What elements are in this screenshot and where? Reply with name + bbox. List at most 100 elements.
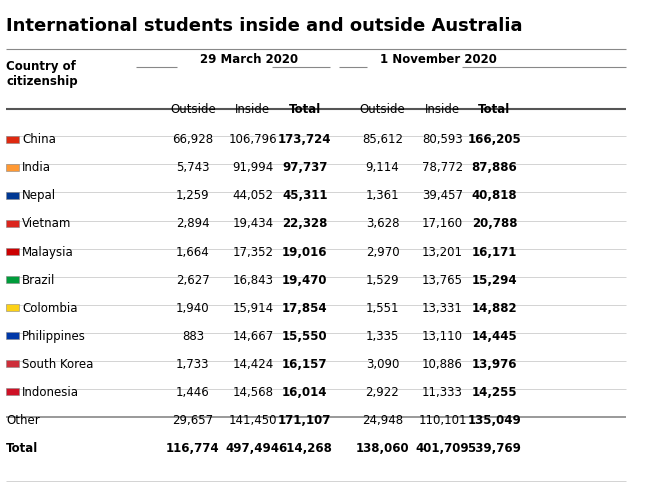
Text: 91,994: 91,994	[232, 161, 274, 174]
Text: Total: Total	[289, 103, 321, 116]
Text: 11,333: 11,333	[422, 386, 463, 399]
Text: 17,854: 17,854	[282, 302, 328, 314]
Text: 401,709: 401,709	[416, 442, 469, 455]
Text: 22,328: 22,328	[282, 217, 328, 230]
Text: 29,657: 29,657	[172, 414, 213, 427]
Text: 14,667: 14,667	[232, 330, 274, 342]
Text: 15,294: 15,294	[472, 274, 517, 286]
Text: 1,361: 1,361	[366, 189, 399, 202]
Text: Indonesia: Indonesia	[22, 386, 79, 399]
Text: 13,110: 13,110	[422, 330, 463, 342]
FancyBboxPatch shape	[6, 276, 19, 283]
Text: 1,335: 1,335	[366, 330, 399, 342]
Text: 17,160: 17,160	[422, 217, 463, 230]
Text: 497,494: 497,494	[226, 442, 280, 455]
Text: 80,593: 80,593	[422, 133, 463, 146]
Text: 85,612: 85,612	[362, 133, 403, 146]
Text: 1,529: 1,529	[366, 274, 399, 286]
Text: 106,796: 106,796	[229, 133, 277, 146]
Text: 78,772: 78,772	[422, 161, 463, 174]
Text: 19,016: 19,016	[282, 246, 328, 258]
Text: 45,311: 45,311	[282, 189, 328, 202]
Text: 539,769: 539,769	[467, 442, 521, 455]
Text: 1,259: 1,259	[176, 189, 210, 202]
Text: 15,914: 15,914	[232, 302, 274, 314]
Text: 66,928: 66,928	[172, 133, 213, 146]
Text: International students inside and outside Australia: International students inside and outsid…	[6, 17, 523, 35]
Text: 173,724: 173,724	[278, 133, 332, 146]
Text: 1,551: 1,551	[366, 302, 399, 314]
FancyBboxPatch shape	[6, 192, 19, 199]
Text: Outside: Outside	[170, 103, 216, 116]
Text: 13,976: 13,976	[472, 358, 517, 370]
Text: 1,733: 1,733	[176, 358, 209, 370]
Text: 116,774: 116,774	[166, 442, 220, 455]
Text: South Korea: South Korea	[22, 358, 94, 370]
FancyBboxPatch shape	[6, 360, 19, 367]
Text: 10,886: 10,886	[422, 358, 463, 370]
FancyBboxPatch shape	[6, 388, 19, 395]
Text: 166,205: 166,205	[467, 133, 521, 146]
Text: 87,886: 87,886	[471, 161, 517, 174]
Text: 2,894: 2,894	[176, 217, 210, 230]
Text: Vietnam: Vietnam	[22, 217, 72, 230]
Text: Other: Other	[6, 414, 40, 427]
Text: 138,060: 138,060	[356, 442, 410, 455]
FancyBboxPatch shape	[6, 332, 19, 339]
Text: 110,101: 110,101	[419, 414, 467, 427]
Text: 40,818: 40,818	[472, 189, 517, 202]
Text: 17,352: 17,352	[233, 246, 274, 258]
Text: 44,052: 44,052	[233, 189, 274, 202]
Text: 16,843: 16,843	[233, 274, 274, 286]
Text: 13,765: 13,765	[422, 274, 463, 286]
Text: Outside: Outside	[359, 103, 406, 116]
FancyBboxPatch shape	[6, 304, 19, 311]
Text: 1,446: 1,446	[176, 386, 210, 399]
Text: 5,743: 5,743	[176, 161, 209, 174]
Text: 2,970: 2,970	[366, 246, 399, 258]
Text: Inside: Inside	[235, 103, 270, 116]
Text: Colombia: Colombia	[22, 302, 77, 314]
Text: 14,255: 14,255	[472, 386, 517, 399]
Text: 1,664: 1,664	[176, 246, 210, 258]
Text: 14,882: 14,882	[472, 302, 517, 314]
Text: Country of
citizenship: Country of citizenship	[6, 60, 78, 88]
Text: India: India	[22, 161, 51, 174]
FancyBboxPatch shape	[6, 164, 19, 171]
Text: 3,628: 3,628	[366, 217, 399, 230]
Text: 141,450: 141,450	[229, 414, 277, 427]
Text: 13,331: 13,331	[422, 302, 463, 314]
Text: 14,568: 14,568	[233, 386, 274, 399]
Text: 2,627: 2,627	[176, 274, 210, 286]
Text: Nepal: Nepal	[22, 189, 57, 202]
Text: 19,470: 19,470	[282, 274, 328, 286]
Text: 16,157: 16,157	[282, 358, 328, 370]
Text: Philippines: Philippines	[22, 330, 86, 342]
Text: 16,171: 16,171	[472, 246, 517, 258]
Text: 20,788: 20,788	[472, 217, 517, 230]
FancyBboxPatch shape	[6, 136, 19, 143]
Text: 1 November 2020: 1 November 2020	[380, 53, 497, 66]
Text: 135,049: 135,049	[467, 414, 521, 427]
Text: China: China	[22, 133, 56, 146]
Text: Malaysia: Malaysia	[22, 246, 74, 258]
Text: 614,268: 614,268	[278, 442, 332, 455]
Text: 1,940: 1,940	[176, 302, 210, 314]
Text: Total: Total	[6, 442, 38, 455]
Text: 13,201: 13,201	[422, 246, 463, 258]
Text: 14,445: 14,445	[471, 330, 517, 342]
Text: Total: Total	[478, 103, 510, 116]
Text: 16,014: 16,014	[282, 386, 328, 399]
Text: 3,090: 3,090	[366, 358, 399, 370]
Text: 883: 883	[182, 330, 204, 342]
Text: 24,948: 24,948	[362, 414, 403, 427]
Text: Inside: Inside	[425, 103, 460, 116]
Text: 15,550: 15,550	[282, 330, 328, 342]
Text: Brazil: Brazil	[22, 274, 55, 286]
Text: 14,424: 14,424	[232, 358, 274, 370]
Text: 39,457: 39,457	[422, 189, 463, 202]
FancyBboxPatch shape	[6, 248, 19, 255]
Text: 19,434: 19,434	[232, 217, 274, 230]
FancyBboxPatch shape	[6, 220, 19, 227]
Text: 29 March 2020: 29 March 2020	[200, 53, 298, 66]
